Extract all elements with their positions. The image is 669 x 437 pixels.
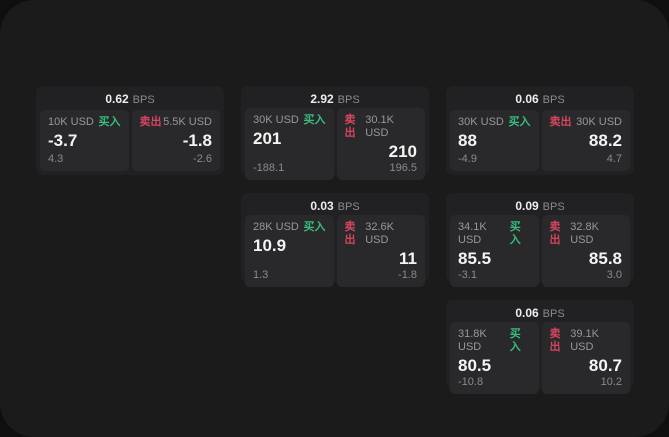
sell-price: 80.7 <box>588 356 622 375</box>
sell-label: 卖出 <box>344 221 356 246</box>
sell-amount: 39.1K USD <box>570 328 599 353</box>
sell-label: 卖出 <box>139 116 162 128</box>
sell-amount: 30K USD <box>576 116 622 128</box>
sell-delta: -1.8 <box>398 269 417 281</box>
spread-header: 0.09 BPS <box>450 197 630 213</box>
buy-panel[interactable]: 30K USD 买入 88 -4.9 <box>450 110 539 171</box>
spread-header: 0.03 BPS <box>245 197 425 213</box>
buy-amount: 10K USD <box>48 116 94 128</box>
quote-card: 0.09 BPS 34.1K USD 买入 85.5 -3.1 卖出 32.8K… <box>446 193 634 287</box>
spread-unit: BPS <box>337 201 360 213</box>
sell-panel[interactable]: 卖出 30K USD 88.2 4.7 <box>541 110 630 171</box>
sell-price: -1.8 <box>182 131 212 150</box>
buy-price: 85.5 <box>458 249 492 268</box>
quote-card: 2.92 BPS 30K USD 买入 201 -188.1 卖出 30.1K … <box>241 86 429 180</box>
spread-header: 2.92 BPS <box>245 90 425 106</box>
spread-value: 0.06 <box>515 92 539 106</box>
sell-amount: 5.5K USD <box>163 116 212 128</box>
quote-cards-grid: 0.62 BPS 10K USD 买入 -3.7 4.3 卖出 5.5K USD… <box>36 86 634 394</box>
sell-panel[interactable]: 卖出 32.6K USD 11 -1.8 <box>336 215 425 287</box>
spread-value: 2.92 <box>310 92 334 106</box>
sell-panel[interactable]: 卖出 5.5K USD -1.8 -2.6 <box>131 110 220 171</box>
buy-panel[interactable]: 28K USD 买入 10.9 1.3 <box>245 215 334 287</box>
quote-card: 0.03 BPS 28K USD 买入 10.9 1.3 卖出 32.6K US… <box>241 193 429 287</box>
spread-unit: BPS <box>337 94 360 106</box>
sell-label: 卖出 <box>344 114 356 139</box>
buy-panel[interactable]: 10K USD 买入 -3.7 4.3 <box>40 110 129 171</box>
quote-card: 0.06 BPS 30K USD 买入 88 -4.9 卖出 30K USD 8… <box>446 86 634 175</box>
spread-unit: BPS <box>542 201 565 213</box>
sell-label: 卖出 <box>549 328 561 353</box>
buy-delta: -10.8 <box>458 376 484 388</box>
sell-delta: 10.2 <box>600 376 622 388</box>
buy-amount: 30K USD <box>458 116 504 128</box>
buy-delta: -188.1 <box>253 162 285 174</box>
spread-unit: BPS <box>542 94 565 106</box>
sell-price: 11 <box>399 249 417 268</box>
sell-price: 210 <box>388 142 417 161</box>
spread-value: 0.03 <box>310 199 334 213</box>
sell-label: 卖出 <box>549 116 572 128</box>
buy-amount: 30K USD <box>253 114 299 126</box>
buy-panel[interactable]: 34.1K USD 买入 85.5 -3.1 <box>450 215 539 287</box>
buy-amount: 34.1K USD <box>458 221 487 246</box>
buy-price: -3.7 <box>48 131 78 150</box>
quote-card: 0.62 BPS 10K USD 买入 -3.7 4.3 卖出 5.5K USD… <box>36 86 224 175</box>
sell-delta: 196.5 <box>389 162 417 174</box>
quote-card: 0.06 BPS 31.8K USD 买入 80.5 -10.8 卖出 39.1… <box>446 300 634 394</box>
sell-amount: 32.8K USD <box>570 221 599 246</box>
sell-panel[interactable]: 卖出 30.1K USD 210 196.5 <box>336 108 425 180</box>
sell-amount: 32.6K USD <box>365 221 394 246</box>
spread-unit: BPS <box>132 94 155 106</box>
buy-panel[interactable]: 31.8K USD 买入 80.5 -10.8 <box>450 322 539 394</box>
buy-label: 买入 <box>509 328 521 353</box>
buy-delta: -3.1 <box>458 269 477 281</box>
buy-label: 买入 <box>508 116 531 128</box>
buy-price: 88 <box>458 131 477 150</box>
buy-price: 10.9 <box>253 236 287 255</box>
buy-price: 201 <box>253 129 282 148</box>
sell-delta: 3.0 <box>606 269 622 281</box>
sell-price: 85.8 <box>588 249 622 268</box>
buy-delta: 4.3 <box>48 153 64 165</box>
buy-price: 80.5 <box>458 356 492 375</box>
buy-delta: 1.3 <box>253 269 269 281</box>
sell-delta: -2.6 <box>193 153 212 165</box>
spread-header: 0.62 BPS <box>40 90 220 108</box>
spread-header: 0.06 BPS <box>450 304 630 320</box>
sell-price: 88.2 <box>588 131 622 150</box>
sell-amount: 30.1K USD <box>365 114 394 139</box>
sell-label: 卖出 <box>549 221 561 246</box>
buy-label: 买入 <box>509 221 521 246</box>
spread-value: 0.62 <box>105 92 129 106</box>
buy-label: 买入 <box>303 221 326 233</box>
sell-delta: 4.7 <box>606 153 622 165</box>
sell-panel[interactable]: 卖出 39.1K USD 80.7 10.2 <box>541 322 630 394</box>
buy-amount: 28K USD <box>253 221 299 233</box>
buy-delta: -4.9 <box>458 153 477 165</box>
buy-label: 买入 <box>303 114 326 126</box>
spread-value: 0.06 <box>515 306 539 320</box>
spread-value: 0.09 <box>515 199 539 213</box>
spread-header: 0.06 BPS <box>450 90 630 108</box>
buy-panel[interactable]: 30K USD 买入 201 -188.1 <box>245 108 334 180</box>
sell-panel[interactable]: 卖出 32.8K USD 85.8 3.0 <box>541 215 630 287</box>
buy-label: 买入 <box>98 116 121 128</box>
spread-unit: BPS <box>542 308 565 320</box>
buy-amount: 31.8K USD <box>458 328 487 353</box>
